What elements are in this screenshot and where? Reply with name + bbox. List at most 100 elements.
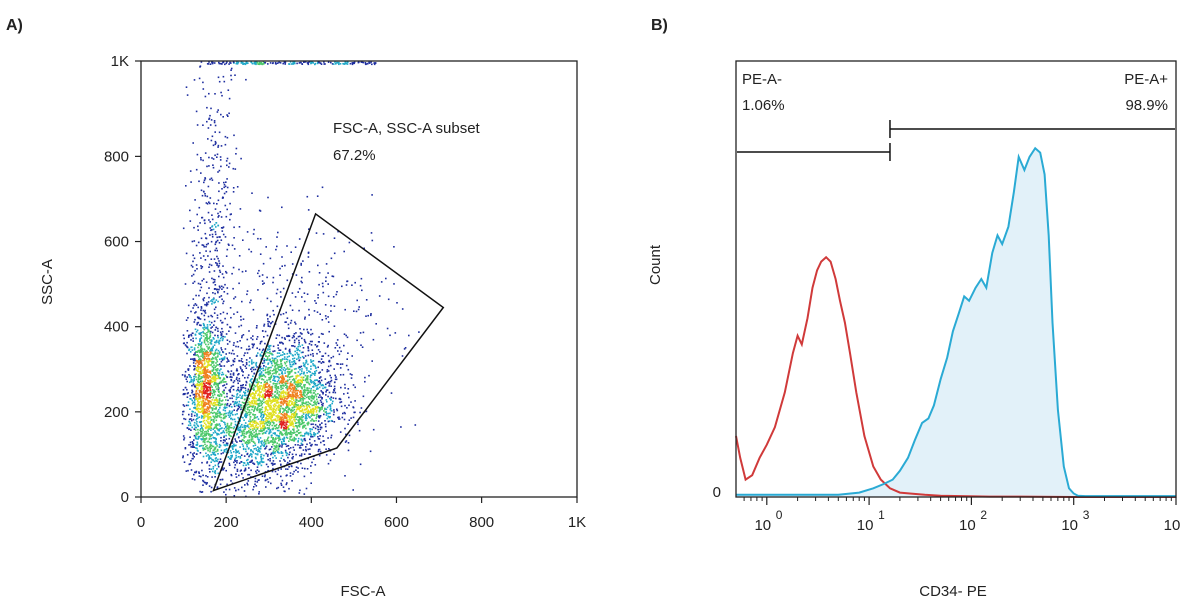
scatter-point bbox=[250, 449, 252, 451]
scatter-point bbox=[217, 401, 220, 404]
scatter-point bbox=[203, 412, 206, 414]
scatter-point bbox=[258, 387, 260, 390]
scatter-point bbox=[268, 432, 271, 434]
scatter-point bbox=[299, 368, 301, 371]
scatter-point bbox=[259, 367, 261, 370]
scatter-point bbox=[206, 440, 209, 443]
scatter-point bbox=[204, 326, 206, 329]
scatter-point bbox=[207, 393, 209, 396]
scatter-point bbox=[200, 172, 202, 174]
scatter-point bbox=[285, 420, 287, 422]
scatter-point bbox=[212, 376, 215, 379]
scatter-point bbox=[317, 428, 320, 431]
scatter-point bbox=[233, 395, 235, 397]
scatter-point bbox=[317, 296, 319, 299]
scatter-point bbox=[292, 416, 295, 418]
scatter-point bbox=[252, 344, 255, 347]
scatter-point bbox=[272, 360, 275, 363]
scatter-point bbox=[314, 365, 317, 368]
scatter-point bbox=[196, 424, 199, 427]
scatter-point bbox=[194, 396, 197, 398]
scatter-point bbox=[271, 353, 273, 355]
scatter-point bbox=[265, 452, 267, 455]
scatter-point bbox=[310, 368, 312, 370]
scatter-point bbox=[212, 396, 215, 399]
scatter-point bbox=[242, 448, 245, 451]
scatter-point bbox=[235, 378, 238, 380]
scatter-point bbox=[216, 434, 218, 436]
scatter-point bbox=[318, 386, 321, 389]
scatter-point bbox=[259, 385, 261, 387]
scatter-point bbox=[246, 404, 248, 406]
scatter-point bbox=[210, 139, 213, 142]
scatter-point bbox=[371, 239, 374, 242]
scatter-point bbox=[375, 323, 377, 325]
scatter-point bbox=[293, 385, 296, 387]
scatter-point bbox=[220, 91, 222, 94]
scatter-point bbox=[270, 415, 272, 418]
scatter-point bbox=[222, 300, 225, 303]
scatter-point bbox=[190, 310, 192, 313]
scatter-point bbox=[328, 383, 331, 385]
scatter-point bbox=[198, 358, 201, 360]
scatter-point bbox=[205, 350, 208, 352]
scatter-point bbox=[269, 407, 271, 409]
scatter-point bbox=[283, 424, 286, 427]
scatter-point bbox=[285, 452, 288, 454]
scatter-point bbox=[288, 466, 290, 468]
scatter-point bbox=[223, 435, 225, 437]
scatter-point bbox=[290, 439, 292, 441]
scatter-point bbox=[367, 314, 369, 317]
scatter-point bbox=[282, 402, 284, 405]
scatter-point bbox=[234, 296, 237, 298]
scatter-point bbox=[223, 449, 226, 451]
scatter-point bbox=[263, 282, 265, 284]
scatter-point bbox=[290, 383, 293, 385]
scatter-point bbox=[289, 409, 292, 412]
scatter-point bbox=[255, 430, 257, 432]
scatter-point bbox=[320, 362, 323, 364]
scatter-point bbox=[216, 460, 218, 462]
scatter-point bbox=[316, 352, 318, 355]
scatter-point bbox=[210, 437, 212, 440]
scatter-point bbox=[226, 442, 229, 445]
scatter-point bbox=[201, 384, 204, 386]
scatter-point bbox=[263, 374, 266, 377]
scatter-point bbox=[294, 412, 297, 415]
scatter-point bbox=[227, 427, 229, 429]
scatter-point bbox=[298, 396, 300, 399]
scatter-point bbox=[210, 330, 212, 333]
scatter-point bbox=[222, 391, 224, 394]
scatter-point bbox=[207, 351, 209, 354]
scatter-point bbox=[263, 365, 265, 367]
scatter-point bbox=[308, 382, 310, 385]
scatter-point bbox=[301, 381, 303, 384]
scatter-point bbox=[242, 464, 245, 467]
scatter-point bbox=[188, 381, 191, 384]
scatter-point bbox=[202, 335, 205, 337]
scatter-point bbox=[330, 304, 332, 307]
scatter-point bbox=[327, 437, 329, 439]
scatter-point bbox=[333, 421, 336, 423]
scatter-point bbox=[283, 378, 286, 380]
scatter-point bbox=[246, 231, 249, 233]
scatter-point bbox=[231, 447, 234, 449]
scatter-point bbox=[222, 431, 225, 433]
scatter-point bbox=[248, 467, 250, 469]
scatter-point bbox=[285, 483, 288, 486]
scatter-point bbox=[219, 363, 221, 365]
scatter-point bbox=[301, 386, 303, 388]
scatter-point bbox=[241, 443, 244, 446]
scatter-point bbox=[211, 339, 213, 341]
scatter-point bbox=[248, 430, 250, 432]
scatter-point bbox=[288, 348, 291, 351]
scatter-point bbox=[285, 443, 287, 445]
scatter-point bbox=[208, 357, 211, 360]
scatter-point bbox=[282, 421, 285, 423]
scatter-point bbox=[266, 418, 268, 420]
scatter-point bbox=[197, 369, 199, 371]
scatter-point bbox=[203, 328, 205, 331]
scatter-point bbox=[289, 384, 291, 387]
scatter-point bbox=[312, 410, 314, 413]
scatter-point bbox=[211, 374, 213, 376]
